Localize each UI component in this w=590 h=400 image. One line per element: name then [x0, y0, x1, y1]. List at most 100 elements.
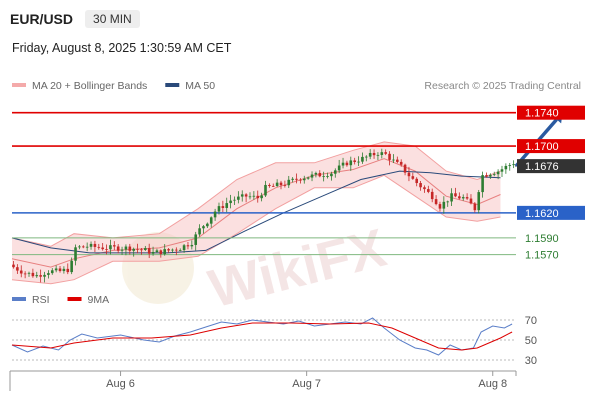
ma50-line	[11, 170, 501, 254]
x-tick-label: Aug 7	[292, 378, 321, 390]
candle-down	[318, 172, 322, 177]
candle-up	[357, 161, 360, 163]
level-label-0: 1.1740	[525, 108, 559, 120]
candle-up	[144, 248, 147, 250]
candle-up	[504, 165, 508, 170]
candle-up	[217, 206, 221, 212]
symbol-label: EUR/USD	[10, 11, 74, 27]
candle-up	[109, 245, 112, 250]
candle-up	[54, 268, 58, 271]
candle-up	[376, 154, 380, 156]
candle-down	[101, 247, 104, 250]
legend-label-0: MA 20 + Bollinger Bands	[32, 80, 147, 92]
candle-down	[419, 183, 422, 188]
candle-up	[349, 160, 353, 166]
candle-up	[477, 192, 481, 211]
candle-down	[411, 176, 415, 179]
candle-down	[66, 268, 70, 273]
candle-up	[442, 201, 446, 209]
candle-down	[256, 195, 260, 199]
candle-up	[62, 268, 66, 272]
candle-up	[178, 250, 182, 251]
candle-up	[47, 273, 50, 275]
candle-down	[458, 196, 461, 199]
legend-swatch-1	[165, 83, 180, 87]
x-tick-label: Aug 8	[478, 378, 507, 390]
candle-up	[333, 170, 337, 174]
candle-down	[97, 246, 101, 248]
candle-down	[167, 249, 170, 251]
candle-up	[27, 272, 31, 274]
candle-up	[302, 178, 306, 181]
candle-down	[283, 185, 287, 186]
candle-down	[159, 250, 163, 255]
level-label-3: 1.1620	[525, 208, 559, 220]
candle-down	[299, 179, 302, 181]
candle-up	[209, 217, 213, 224]
candle-down	[140, 249, 143, 251]
candle-up	[78, 246, 81, 248]
candle-up	[120, 249, 124, 251]
candle-down	[58, 268, 62, 272]
candle-down	[465, 197, 469, 199]
candle-up	[163, 249, 166, 255]
candle-down	[244, 194, 248, 197]
candle-up	[330, 173, 333, 177]
candle-up	[500, 169, 504, 172]
candle-up	[237, 196, 240, 200]
candle-up	[240, 194, 244, 197]
ma20-line	[11, 158, 501, 268]
candle-up	[198, 228, 201, 235]
credit-text: Research © 2025 Trading Central	[424, 80, 581, 92]
candle-up	[326, 176, 329, 177]
rsi-tick-label: 30	[525, 355, 537, 367]
candle-down	[399, 161, 403, 165]
candle-down	[186, 245, 190, 247]
rsi-tick-label: 70	[525, 315, 537, 327]
candle-up	[252, 195, 256, 197]
candle-up	[361, 156, 364, 162]
candle-down	[438, 204, 442, 209]
x-tick-label: Aug 6	[106, 378, 135, 390]
candle-down	[384, 152, 387, 154]
candle-down	[473, 203, 477, 211]
level-label-2: 1.1676	[525, 161, 559, 173]
candle-up	[392, 159, 395, 161]
candle-down	[16, 267, 19, 271]
bollinger-lower	[11, 174, 501, 285]
level-tag-2	[517, 159, 585, 174]
candle-down	[430, 191, 434, 200]
legend-swatch-0	[12, 83, 26, 87]
candle-up	[229, 200, 232, 204]
candle-up	[194, 234, 198, 245]
candle-up	[481, 175, 484, 193]
candle-down	[469, 198, 473, 204]
candle-up	[206, 223, 209, 227]
candle-up	[248, 196, 252, 198]
chart-datetime: Friday, August 8, 2025 1:30:59 AM CET	[12, 41, 232, 55]
candle-down	[407, 172, 411, 177]
level-label-5: 1.1570	[525, 250, 559, 262]
candle-up	[260, 195, 263, 199]
timeframe-badge[interactable]: 30 MIN	[85, 10, 140, 28]
candle-up	[446, 201, 450, 203]
candle-down	[221, 206, 225, 208]
candle-up	[85, 246, 89, 248]
rsi-legend-swatch-1	[67, 297, 82, 301]
candle-down	[147, 248, 151, 254]
candle-up	[43, 274, 46, 277]
candle-up	[461, 197, 465, 199]
candle-down	[423, 187, 426, 190]
rsi-tick-label: 50	[525, 335, 537, 347]
candle-up	[190, 244, 194, 247]
candle-down	[128, 246, 132, 251]
rsi-legend-swatch-0	[12, 297, 26, 301]
candle-down	[93, 243, 97, 247]
level-tag-1	[517, 139, 585, 154]
level-label-1: 1.1700	[525, 141, 559, 153]
candle-down	[396, 159, 399, 162]
candle-up	[310, 174, 314, 178]
candle-down	[105, 249, 108, 250]
candle-up	[74, 247, 77, 261]
